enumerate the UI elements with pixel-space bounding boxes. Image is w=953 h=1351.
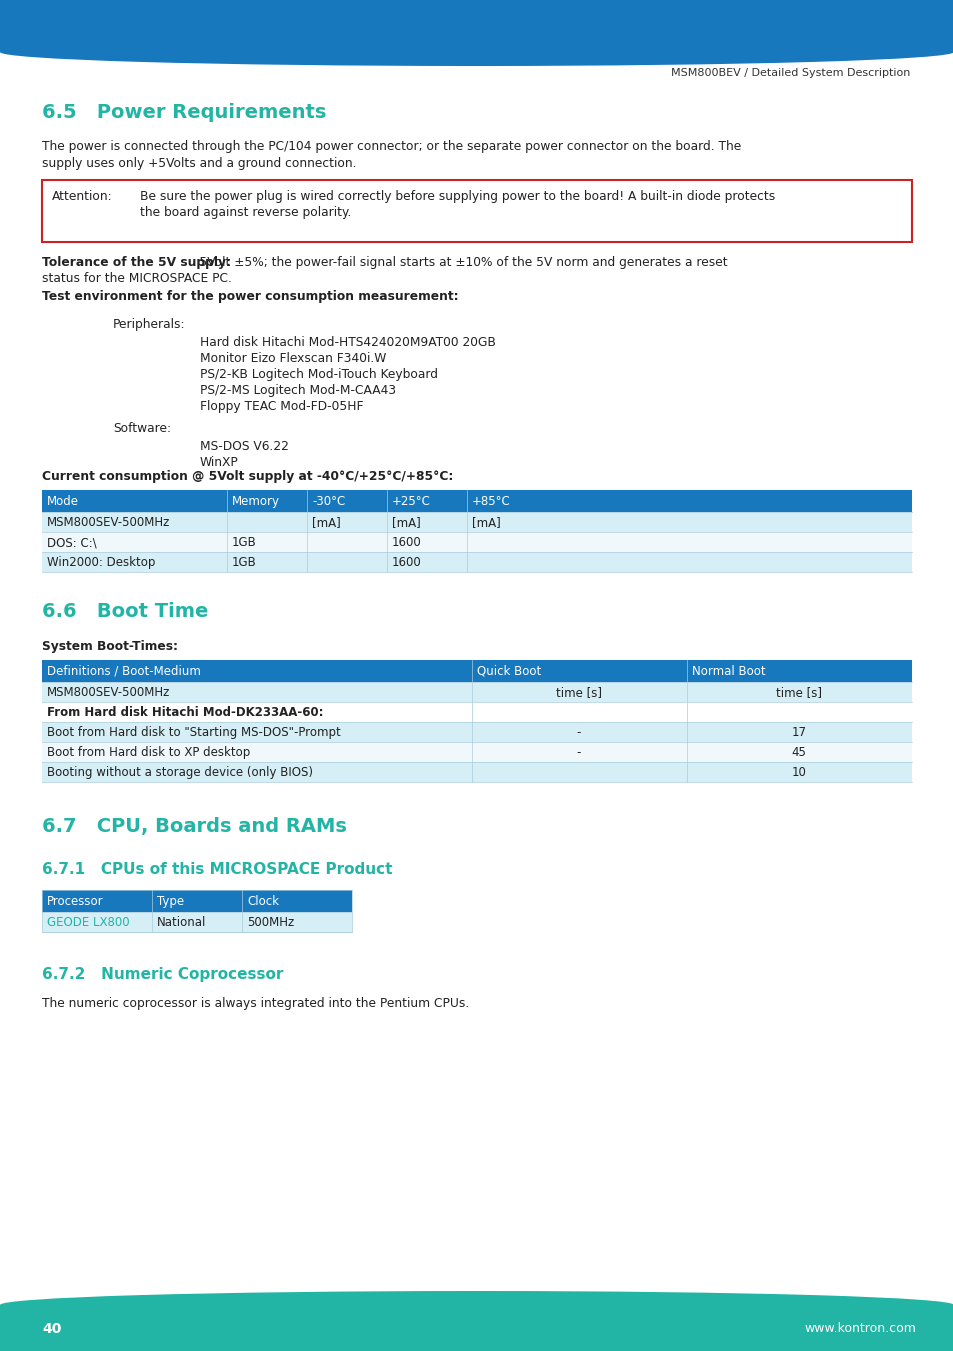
Bar xyxy=(42,661,911,682)
Text: Software:: Software: xyxy=(112,422,171,435)
Text: Monitor Eizo Flexscan F340i.W: Monitor Eizo Flexscan F340i.W xyxy=(200,353,386,365)
Text: supply uses only +5Volts and a ground connection.: supply uses only +5Volts and a ground co… xyxy=(42,157,356,170)
Text: -: - xyxy=(577,725,580,739)
Text: MSM800BEV / Detailed System Description: MSM800BEV / Detailed System Description xyxy=(670,68,909,78)
Text: status for the MICROSPACE PC.: status for the MICROSPACE PC. xyxy=(42,272,232,285)
Text: Boot from Hard disk to "Starting MS-DOS"-Prompt: Boot from Hard disk to "Starting MS-DOS"… xyxy=(47,725,340,739)
Text: 1GB: 1GB xyxy=(232,536,256,549)
Text: Attention:: Attention: xyxy=(52,190,112,203)
Text: MS-DOS V6.22: MS-DOS V6.22 xyxy=(200,440,289,453)
Text: Quick Boot: Quick Boot xyxy=(476,665,540,678)
Text: Definitions / Boot-Medium: Definitions / Boot-Medium xyxy=(47,665,201,678)
Bar xyxy=(0,1305,953,1351)
Text: Processor: Processor xyxy=(47,894,104,908)
Ellipse shape xyxy=(0,38,953,66)
Text: The power is connected through the PC/104 power connector; or the separate power: The power is connected through the PC/10… xyxy=(42,141,740,153)
Text: +25°C: +25°C xyxy=(392,494,431,508)
Text: From Hard disk Hitachi Mod-DK233AA-60:: From Hard disk Hitachi Mod-DK233AA-60: xyxy=(47,707,323,719)
Bar xyxy=(42,703,911,721)
Bar xyxy=(42,721,911,742)
Text: National: National xyxy=(157,916,206,929)
Text: Peripherals:: Peripherals: xyxy=(112,317,185,331)
Text: 1GB: 1GB xyxy=(232,557,256,569)
Text: WinXP: WinXP xyxy=(200,457,238,469)
Text: 10: 10 xyxy=(791,766,805,780)
Text: System Boot-Times:: System Boot-Times: xyxy=(42,640,178,653)
Text: DOS: C:\: DOS: C:\ xyxy=(47,536,96,549)
Text: 6.7.1   CPUs of this MICROSPACE Product: 6.7.1 CPUs of this MICROSPACE Product xyxy=(42,862,392,877)
Bar xyxy=(42,512,911,532)
Text: 6.6   Boot Time: 6.6 Boot Time xyxy=(42,603,208,621)
Bar xyxy=(42,762,911,782)
Text: MSM800SEV-500MHz: MSM800SEV-500MHz xyxy=(47,516,171,530)
Text: -: - xyxy=(577,746,580,759)
Text: time [s]: time [s] xyxy=(775,686,821,698)
Text: [mA]: [mA] xyxy=(312,516,340,530)
Text: Be sure the power plug is wired correctly before supplying power to the board! A: Be sure the power plug is wired correctl… xyxy=(140,190,775,203)
Text: 6.7.2   Numeric Coprocessor: 6.7.2 Numeric Coprocessor xyxy=(42,967,283,982)
Text: the board against reverse polarity.: the board against reverse polarity. xyxy=(140,205,351,219)
Text: time [s]: time [s] xyxy=(556,686,601,698)
Text: Mode: Mode xyxy=(47,494,79,508)
Text: Boot from Hard disk to XP desktop: Boot from Hard disk to XP desktop xyxy=(47,746,250,759)
Text: [mA]: [mA] xyxy=(392,516,420,530)
Text: Booting without a storage device (only BIOS): Booting without a storage device (only B… xyxy=(47,766,313,780)
Text: The numeric coprocessor is always integrated into the Pentium CPUs.: The numeric coprocessor is always integr… xyxy=(42,997,469,1011)
Bar xyxy=(42,742,911,762)
Text: www.kontron.com: www.kontron.com xyxy=(803,1323,915,1335)
Text: +85°C: +85°C xyxy=(472,494,510,508)
Text: MSM800SEV-500MHz: MSM800SEV-500MHz xyxy=(47,686,171,698)
Bar xyxy=(42,553,911,571)
Bar xyxy=(42,490,911,512)
Text: -30°C: -30°C xyxy=(312,494,345,508)
Text: 6.7   CPU, Boards and RAMs: 6.7 CPU, Boards and RAMs xyxy=(42,817,347,836)
Bar xyxy=(42,682,911,703)
Text: 5Volt ±5%; the power-fail signal starts at ±10% of the 5V norm and generates a r: 5Volt ±5%; the power-fail signal starts … xyxy=(180,255,727,269)
Text: PS/2-KB Logitech Mod-iTouch Keyboard: PS/2-KB Logitech Mod-iTouch Keyboard xyxy=(200,367,437,381)
Text: [mA]: [mA] xyxy=(472,516,500,530)
Text: 17: 17 xyxy=(791,725,805,739)
Text: Tolerance of the 5V supply:: Tolerance of the 5V supply: xyxy=(42,255,231,269)
Bar xyxy=(0,0,953,51)
Text: Test environment for the power consumption measurement:: Test environment for the power consumpti… xyxy=(42,290,458,303)
Text: 500MHz: 500MHz xyxy=(247,916,294,929)
Ellipse shape xyxy=(0,1292,953,1319)
Text: Memory: Memory xyxy=(232,494,280,508)
Bar xyxy=(42,912,352,932)
Text: Floppy TEAC Mod-FD-05HF: Floppy TEAC Mod-FD-05HF xyxy=(200,400,363,413)
Text: 45: 45 xyxy=(791,746,805,759)
Bar xyxy=(42,532,911,553)
Text: Win2000: Desktop: Win2000: Desktop xyxy=(47,557,155,569)
Text: Normal Boot: Normal Boot xyxy=(691,665,765,678)
Bar xyxy=(42,890,352,912)
Text: Clock: Clock xyxy=(247,894,278,908)
Text: Type: Type xyxy=(157,894,184,908)
Text: Current consumption @ 5Volt supply at -40°C/+25°C/+85°C:: Current consumption @ 5Volt supply at -4… xyxy=(42,470,453,484)
Text: GEODE LX800: GEODE LX800 xyxy=(47,916,130,929)
Text: 40: 40 xyxy=(42,1323,61,1336)
Text: 1600: 1600 xyxy=(392,536,421,549)
Text: 6.5   Power Requirements: 6.5 Power Requirements xyxy=(42,103,326,122)
Text: 1600: 1600 xyxy=(392,557,421,569)
Text: Hard disk Hitachi Mod-HTS424020M9AT00 20GB: Hard disk Hitachi Mod-HTS424020M9AT00 20… xyxy=(200,336,496,349)
Bar xyxy=(42,180,911,242)
Text: PS/2-MS Logitech Mod-M-CAA43: PS/2-MS Logitech Mod-M-CAA43 xyxy=(200,384,395,397)
